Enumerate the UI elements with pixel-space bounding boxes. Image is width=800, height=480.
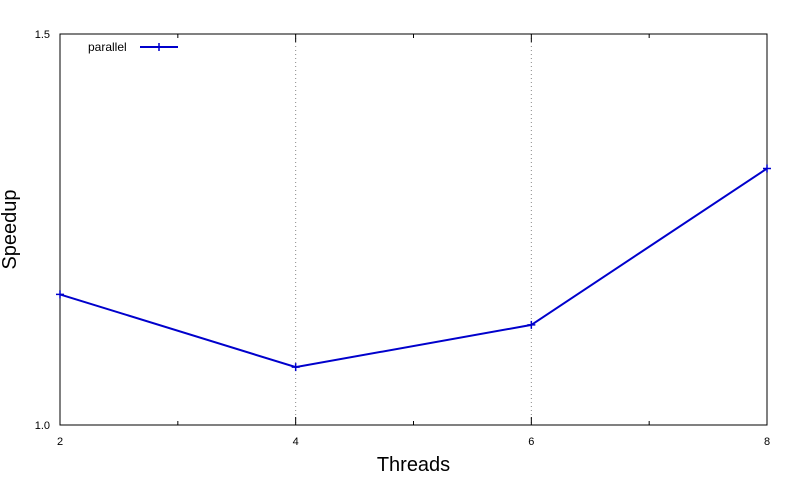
data-point-parallel-8	[763, 164, 771, 173]
legend-label-parallel: parallel	[88, 40, 127, 54]
x-axis-title: Threads	[377, 454, 450, 476]
y-tick-label-1.5: 1.5	[35, 29, 50, 41]
axis-ticks: 2 4 6 8 1.0 1.5	[35, 29, 770, 448]
x-tick-label-4: 4	[293, 436, 299, 448]
legend-marker	[155, 43, 163, 51]
series-layer	[56, 164, 771, 372]
x-tick-label-6: 6	[528, 436, 534, 448]
series-line-parallel	[59, 167, 768, 369]
grid-lines	[295, 34, 532, 425]
x-tick-label-8: 8	[764, 436, 770, 448]
y-tick-label-1.0: 1.0	[35, 420, 50, 432]
x-tick-label-2: 2	[57, 436, 63, 448]
y-axis-title: Speedup	[0, 189, 21, 269]
data-point-parallel-6	[527, 320, 536, 329]
legend: parallel	[88, 40, 178, 54]
plot-area-frame	[59, 33, 768, 426]
data-point-parallel-2	[56, 290, 64, 299]
data-point-parallel-4	[291, 363, 300, 372]
